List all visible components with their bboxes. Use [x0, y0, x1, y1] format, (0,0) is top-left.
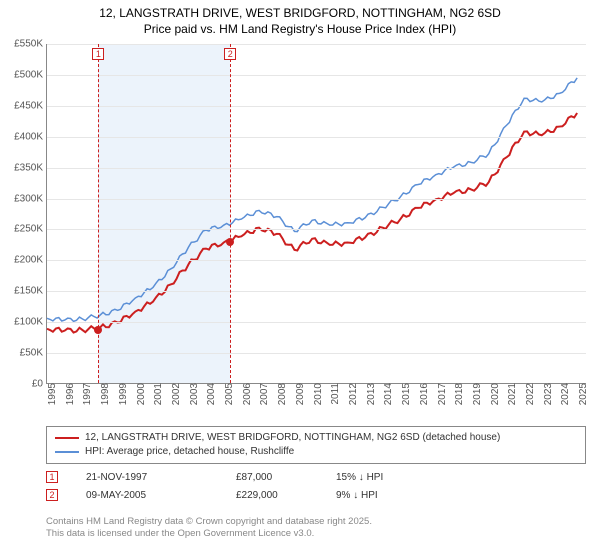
x-tick-label: 2021	[503, 383, 518, 405]
x-tick-label: 2015	[397, 383, 412, 405]
legend-item-hpi: HPI: Average price, detached house, Rush…	[55, 445, 577, 459]
line-series-svg	[47, 44, 586, 383]
gridline	[47, 44, 586, 45]
y-tick-label: £400K	[14, 131, 47, 142]
chart-title-subtitle: Price paid vs. HM Land Registry's House …	[0, 22, 600, 38]
y-tick-label: £450K	[14, 100, 47, 111]
series-line	[47, 113, 577, 333]
sales-row-delta: 9% ↓ HPI	[336, 490, 436, 501]
x-tick-label: 2006	[238, 383, 253, 405]
x-tick-label: 1996	[61, 383, 76, 405]
legend-swatch-hpi	[55, 451, 79, 453]
sales-row-delta: 15% ↓ HPI	[336, 472, 436, 483]
y-tick-label: £100K	[14, 317, 47, 328]
y-tick-label: £50K	[20, 348, 47, 359]
sales-row-price: £87,000	[236, 472, 336, 483]
x-tick-label: 2013	[362, 383, 377, 405]
x-tick-label: 2018	[450, 383, 465, 405]
sales-row-date: 21-NOV-1997	[86, 472, 236, 483]
legend-label-property: 12, LANGSTRATH DRIVE, WEST BRIDGFORD, NO…	[85, 431, 500, 445]
attribution-line1: Contains HM Land Registry data © Crown c…	[46, 516, 586, 528]
x-tick-label: 2004	[202, 383, 217, 405]
x-tick-label: 2025	[574, 383, 589, 405]
chart-title: 12, LANGSTRATH DRIVE, WEST BRIDGFORD, NO…	[0, 0, 600, 37]
x-tick-label: 1998	[96, 383, 111, 405]
x-tick-label: 1995	[43, 383, 58, 405]
gridline	[47, 229, 586, 230]
x-tick-label: 2017	[433, 383, 448, 405]
y-tick-label: £300K	[14, 193, 47, 204]
gridline	[47, 137, 586, 138]
gridline	[47, 168, 586, 169]
sales-row-date: 09-MAY-2005	[86, 490, 236, 501]
legend-label-hpi: HPI: Average price, detached house, Rush…	[85, 445, 294, 459]
plot-area: £0£50K£100K£150K£200K£250K£300K£350K£400…	[46, 44, 586, 384]
x-tick-label: 2002	[167, 383, 182, 405]
x-tick-label: 2001	[149, 383, 164, 405]
attribution: Contains HM Land Registry data © Crown c…	[46, 516, 586, 541]
chart-title-address: 12, LANGSTRATH DRIVE, WEST BRIDGFORD, NO…	[0, 6, 600, 22]
sales-table: 1 21-NOV-1997£87,00015% ↓ HPI 2 09-MAY-2005…	[46, 468, 586, 504]
attribution-line2: This data is licensed under the Open Gov…	[46, 528, 586, 540]
legend-item-property: 12, LANGSTRATH DRIVE, WEST BRIDGFORD, NO…	[55, 431, 577, 445]
x-tick-label: 2010	[309, 383, 324, 405]
x-tick-label: 2009	[291, 383, 306, 405]
legend-swatch-property	[55, 437, 79, 439]
gridline	[47, 353, 586, 354]
x-tick-label: 2023	[539, 383, 554, 405]
x-tick-label: 2022	[521, 383, 536, 405]
x-tick-label: 2019	[468, 383, 483, 405]
sale-marker-badge: 1	[92, 48, 104, 60]
x-tick-label: 2020	[486, 383, 501, 405]
legend: 12, LANGSTRATH DRIVE, WEST BRIDGFORD, NO…	[46, 426, 586, 464]
x-tick-label: 2007	[255, 383, 270, 405]
price-vs-hpi-chart: 12, LANGSTRATH DRIVE, WEST BRIDGFORD, NO…	[0, 0, 600, 560]
sales-row-badge: 2	[46, 489, 58, 501]
sale-marker-badge: 2	[224, 48, 236, 60]
y-tick-label: £250K	[14, 224, 47, 235]
sales-row-price: £229,000	[236, 490, 336, 501]
sales-row: 1 21-NOV-1997£87,00015% ↓ HPI	[46, 468, 586, 486]
x-tick-label: 2000	[132, 383, 147, 405]
x-tick-label: 2011	[326, 383, 341, 405]
sale-marker-line	[230, 44, 231, 383]
x-tick-label: 2005	[220, 383, 235, 405]
x-tick-label: 1999	[114, 383, 129, 405]
x-tick-label: 2016	[415, 383, 430, 405]
x-tick-label: 1997	[78, 383, 93, 405]
gridline	[47, 260, 586, 261]
x-tick-label: 2003	[185, 383, 200, 405]
gridline	[47, 199, 586, 200]
gridline	[47, 106, 586, 107]
gridline	[47, 322, 586, 323]
x-tick-label: 2008	[273, 383, 288, 405]
gridline	[47, 291, 586, 292]
x-tick-label: 2024	[556, 383, 571, 405]
sales-row-badge: 1	[46, 471, 58, 483]
y-tick-label: £200K	[14, 255, 47, 266]
x-tick-label: 2014	[379, 383, 394, 405]
y-tick-label: £550K	[14, 39, 47, 50]
sales-row: 2 09-MAY-2005£229,0009% ↓ HPI	[46, 486, 586, 504]
y-tick-label: £500K	[14, 69, 47, 80]
y-tick-label: £350K	[14, 162, 47, 173]
series-line	[47, 78, 577, 321]
gridline	[47, 75, 586, 76]
y-tick-label: £150K	[14, 286, 47, 297]
x-tick-label: 2012	[344, 383, 359, 405]
